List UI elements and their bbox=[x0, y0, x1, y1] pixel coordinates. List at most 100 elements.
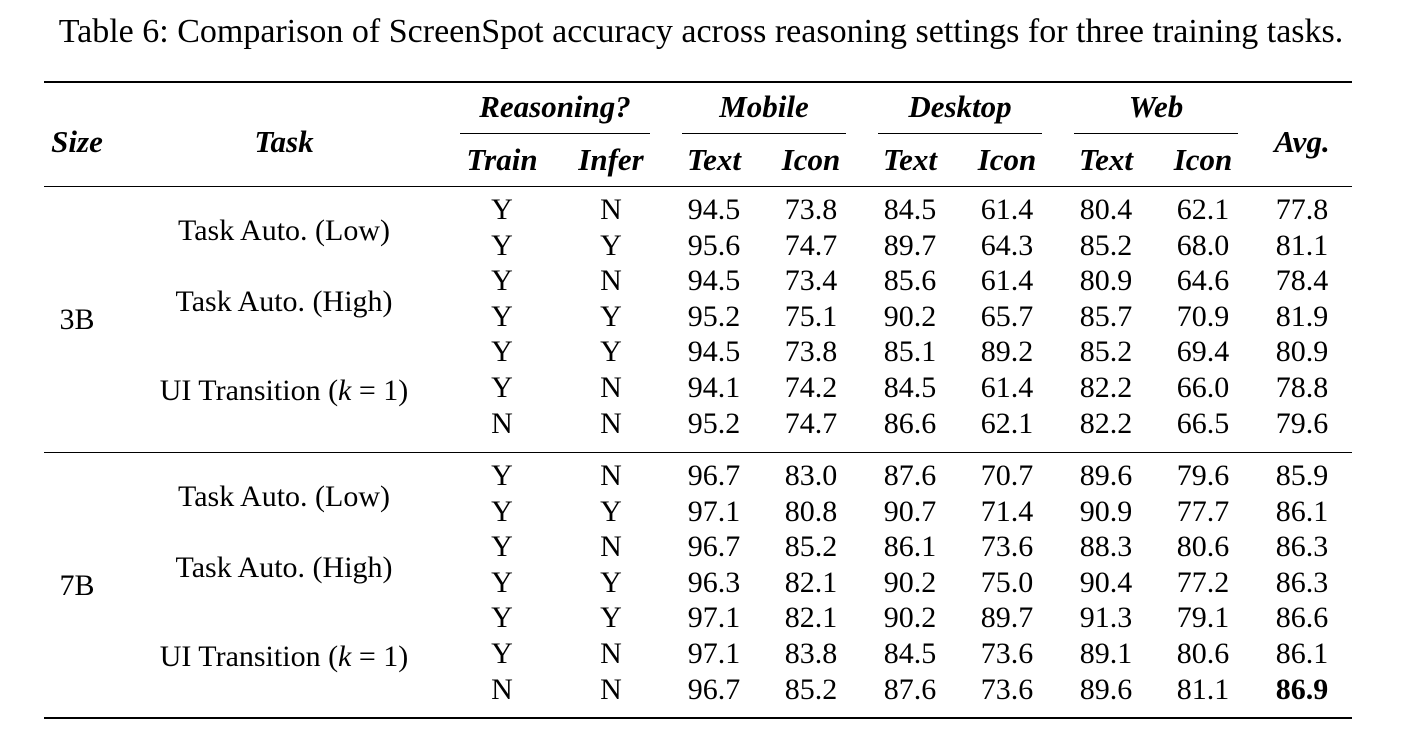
cell-desktop-text: 86.1 bbox=[883, 530, 937, 564]
cell-web-text: 85.2 bbox=[1079, 228, 1133, 262]
cell-mobile-text: 96.7 bbox=[687, 530, 741, 564]
cell-mobile-icon: 83.0 bbox=[784, 459, 838, 492]
cell-mobile-text: 94.5 bbox=[687, 335, 741, 369]
cell-desktop-text: 87.6 bbox=[883, 672, 937, 706]
header-reasoning: Reasoning? bbox=[479, 89, 631, 124]
cell-mobile-text: 96.3 bbox=[687, 565, 741, 599]
cell-infer: Y bbox=[600, 494, 622, 528]
cell-train: Y bbox=[491, 228, 513, 262]
cell-train: Y bbox=[491, 264, 513, 298]
cell-web-text: 82.2 bbox=[1079, 371, 1133, 404]
cell-mobile-icon: 73.4 bbox=[784, 264, 838, 298]
cell-mobile-icon: 74.7 bbox=[784, 228, 838, 262]
cell-web-text: 85.7 bbox=[1079, 299, 1133, 333]
cell-desktop-icon: 73.6 bbox=[980, 530, 1034, 564]
header-train: Train bbox=[466, 142, 538, 177]
cell-web-icon: 66.5 bbox=[1176, 406, 1230, 440]
cell-avg: 78.8 bbox=[1275, 371, 1329, 404]
cell-desktop-text: 90.2 bbox=[883, 299, 937, 333]
cell-train: Y bbox=[491, 193, 513, 226]
cell-desktop-text: 84.5 bbox=[883, 637, 937, 670]
cell-infer: Y bbox=[600, 565, 622, 599]
cell-avg: 86.3 bbox=[1275, 565, 1329, 599]
cell-desktop-icon: 75.0 bbox=[980, 565, 1034, 599]
cell-mobile-icon: 73.8 bbox=[784, 193, 838, 226]
cell-web-text: 90.9 bbox=[1079, 494, 1133, 528]
cell-mobile-text: 95.2 bbox=[687, 299, 741, 333]
cell-infer: N bbox=[600, 672, 622, 706]
cell-web-text: 90.4 bbox=[1079, 565, 1133, 599]
cell-desktop-text: 87.6 bbox=[883, 459, 937, 492]
header-desktop-text: Text bbox=[883, 142, 937, 177]
cell-infer: N bbox=[600, 459, 622, 492]
cell-infer: N bbox=[600, 193, 622, 226]
cell-mobile-text: 97.1 bbox=[687, 494, 741, 528]
cell-desktop-text: 85.1 bbox=[883, 335, 937, 369]
cell-mobile-text: 95.6 bbox=[687, 228, 741, 262]
cell-desktop-text: 84.5 bbox=[883, 371, 937, 404]
header-avg: Avg. bbox=[1274, 124, 1330, 159]
cell-mobile-icon: 85.2 bbox=[784, 672, 838, 706]
cell-web-icon: 77.2 bbox=[1176, 565, 1230, 599]
cell-avg: 79.6 bbox=[1275, 406, 1329, 440]
cell-desktop-icon: 89.7 bbox=[980, 601, 1034, 635]
cell-web-text: 89.1 bbox=[1079, 637, 1133, 670]
cell-web-text: 89.6 bbox=[1079, 672, 1133, 706]
cell-desktop-icon: 65.7 bbox=[980, 299, 1034, 333]
group-divider-rule bbox=[44, 452, 1352, 453]
cell-train: Y bbox=[491, 459, 513, 492]
cell-mobile-text: 94.5 bbox=[687, 264, 741, 298]
cell-web-icon: 81.1 bbox=[1176, 672, 1230, 706]
cell-desktop-text: 84.5 bbox=[883, 193, 937, 226]
cell-infer: N bbox=[600, 530, 622, 564]
cell-avg: 86.1 bbox=[1275, 494, 1329, 528]
cell-mobile-icon: 82.1 bbox=[784, 601, 838, 635]
cell-mobile-icon: 74.7 bbox=[784, 406, 838, 440]
cell-mobile-text: 97.1 bbox=[687, 601, 741, 635]
header-desktop-icon: Icon bbox=[977, 142, 1037, 177]
top-rule bbox=[44, 81, 1352, 83]
cell-train: Y bbox=[491, 565, 513, 599]
cell-desktop-icon: 73.6 bbox=[980, 672, 1034, 706]
desktop-underline bbox=[878, 133, 1042, 134]
cell-avg: 77.8 bbox=[1275, 193, 1329, 226]
cell-web-icon: 79.1 bbox=[1176, 601, 1230, 635]
size-label: 7B bbox=[59, 568, 95, 602]
header-mobile-text: Text bbox=[687, 142, 741, 177]
cell-avg: 86.3 bbox=[1275, 530, 1329, 564]
cell-avg: 86.1 bbox=[1275, 637, 1329, 670]
cell-web-icon: 77.7 bbox=[1176, 494, 1230, 528]
cell-infer: Y bbox=[600, 335, 622, 369]
cell-desktop-icon: 73.6 bbox=[980, 637, 1034, 670]
cell-avg: 78.4 bbox=[1275, 264, 1329, 298]
bottom-rule bbox=[44, 717, 1352, 719]
header-infer: Infer bbox=[578, 142, 644, 177]
cell-infer: N bbox=[600, 371, 622, 404]
cell-web-icon: 69.4 bbox=[1176, 335, 1230, 369]
task-label: Task Auto. (Low) bbox=[177, 479, 391, 513]
cell-mobile-text: 94.5 bbox=[687, 193, 741, 226]
cell-desktop-icon: 61.4 bbox=[980, 264, 1034, 298]
cell-web-icon: 64.6 bbox=[1176, 264, 1230, 298]
cell-infer: N bbox=[600, 637, 622, 670]
cell-web-text: 91.3 bbox=[1079, 601, 1133, 635]
cell-web-icon: 62.1 bbox=[1176, 193, 1230, 226]
cell-train: N bbox=[491, 672, 513, 706]
cell-train: Y bbox=[491, 335, 513, 369]
header-web-text: Text bbox=[1079, 142, 1133, 177]
header-bottom-rule bbox=[44, 186, 1352, 187]
cell-web-text: 80.4 bbox=[1079, 193, 1133, 226]
cell-desktop-icon: 62.1 bbox=[980, 406, 1034, 440]
web-underline bbox=[1074, 133, 1238, 134]
cell-avg: 81.9 bbox=[1275, 299, 1329, 333]
header-desktop: Desktop bbox=[908, 89, 1012, 124]
cell-infer: N bbox=[600, 264, 622, 298]
cell-desktop-icon: 89.2 bbox=[980, 335, 1034, 369]
cell-avg: 80.9 bbox=[1275, 335, 1329, 369]
cell-train: Y bbox=[491, 530, 513, 564]
cell-infer: Y bbox=[600, 228, 622, 262]
cell-web-icon: 68.0 bbox=[1176, 228, 1230, 262]
cell-web-text: 89.6 bbox=[1079, 459, 1133, 492]
cell-desktop-text: 90.7 bbox=[883, 494, 937, 528]
header-web: Web bbox=[1128, 89, 1184, 124]
